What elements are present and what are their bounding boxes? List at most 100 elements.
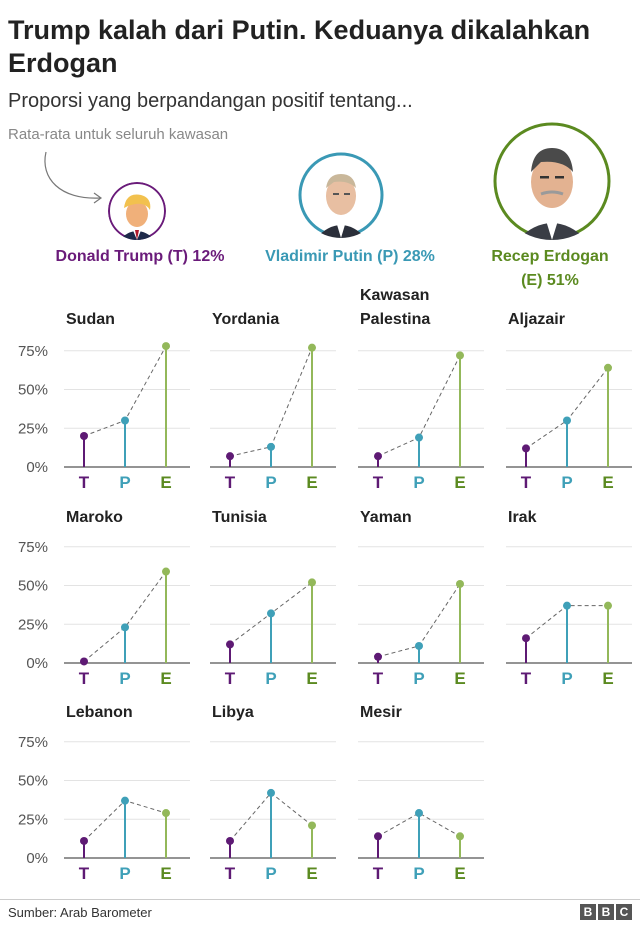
point-P	[121, 796, 129, 805]
panel-title: Lebanon	[66, 704, 133, 721]
panel-title: Kawasan	[360, 287, 429, 304]
x-tick-label: P	[119, 669, 130, 688]
bbc-logo-letter: B	[580, 904, 596, 920]
x-tick-label: E	[602, 669, 613, 688]
point-E	[456, 832, 464, 841]
point-P	[121, 623, 129, 632]
point-E	[162, 809, 170, 818]
x-tick-label: E	[160, 473, 171, 492]
point-E	[162, 567, 170, 576]
x-tick-label: T	[79, 473, 90, 492]
y-tick-label: 25%	[18, 420, 48, 437]
x-tick-label: E	[454, 669, 465, 688]
panel-title: Mesir	[360, 704, 402, 721]
x-tick-label: T	[373, 669, 384, 688]
panel-title: Libya	[212, 704, 254, 721]
point-P	[415, 809, 423, 818]
trend-line	[83, 571, 167, 662]
panel-title: Tunisia	[212, 509, 267, 526]
x-tick-label: E	[306, 669, 317, 688]
y-tick-label: 0%	[26, 459, 48, 476]
point-P	[563, 416, 571, 425]
panel-title: Aljazair	[508, 311, 565, 328]
point-T	[80, 657, 88, 666]
curved-arrow-icon	[44, 151, 103, 204]
footer-divider	[0, 899, 640, 900]
point-E	[456, 351, 464, 360]
x-tick-label: T	[521, 473, 532, 492]
point-P	[415, 641, 423, 650]
x-tick-label: E	[306, 473, 317, 492]
bbc-logo-letter: C	[616, 904, 632, 920]
x-tick-label: T	[225, 864, 236, 883]
x-tick-label: P	[413, 473, 424, 492]
bbc-logo: B B C	[580, 904, 632, 920]
point-P	[267, 788, 275, 797]
y-tick-label: 50%	[18, 773, 48, 790]
source-note: Sumber: Arab Barometer	[8, 905, 152, 920]
point-E	[308, 821, 316, 830]
x-tick-label: P	[561, 669, 572, 688]
point-E	[308, 343, 316, 352]
y-tick-label: 25%	[18, 811, 48, 828]
chart-subtitle: Proporsi yang berpandangan positif tenta…	[8, 90, 413, 112]
y-tick-label: 50%	[18, 578, 48, 595]
y-tick-label: 75%	[18, 539, 48, 556]
point-T	[80, 432, 88, 440]
point-E	[604, 601, 612, 610]
trend-line	[229, 347, 313, 457]
point-P	[121, 416, 129, 425]
point-E	[456, 579, 464, 588]
point-P	[563, 601, 571, 610]
point-T	[374, 652, 382, 661]
x-tick-label: P	[413, 864, 424, 883]
x-tick-label: T	[373, 473, 384, 492]
point-P	[267, 609, 275, 618]
trend-line	[377, 812, 461, 837]
x-tick-label: T	[225, 669, 236, 688]
erdogan-avatar	[493, 122, 611, 240]
x-tick-label: E	[160, 669, 171, 688]
x-tick-label: E	[306, 864, 317, 883]
y-tick-label: 25%	[18, 616, 48, 633]
erdogan-label-line2: (E) 51%	[521, 272, 579, 289]
x-tick-label: T	[79, 669, 90, 688]
x-tick-label: E	[454, 473, 465, 492]
point-T	[226, 452, 234, 461]
putin-label: Vladimir Putin (P) 28%	[265, 248, 435, 265]
trump-label: Donald Trump (T) 12%	[55, 248, 225, 265]
x-tick-label: P	[265, 864, 276, 883]
point-T	[374, 452, 382, 461]
erdogan-label-line1: Recep Erdogan	[491, 248, 609, 265]
panel-title: Maroko	[66, 509, 123, 526]
point-P	[267, 442, 275, 451]
x-tick-label: P	[561, 473, 572, 492]
y-tick-label: 0%	[26, 850, 48, 867]
x-tick-label: E	[602, 473, 613, 492]
x-tick-label: T	[521, 669, 532, 688]
x-tick-label: P	[119, 473, 130, 492]
putin-avatar	[298, 152, 384, 238]
point-E	[162, 342, 170, 351]
x-tick-label: E	[160, 864, 171, 883]
panel-title: Sudan	[66, 311, 115, 328]
x-tick-label: P	[265, 669, 276, 688]
panel-title: Irak	[508, 509, 537, 526]
point-T	[226, 640, 234, 649]
x-tick-label: E	[454, 864, 465, 883]
panel-title: Palestina	[360, 311, 430, 328]
x-tick-label: P	[265, 473, 276, 492]
point-T	[226, 836, 234, 845]
point-T	[374, 832, 382, 841]
x-tick-label: P	[119, 864, 130, 883]
point-E	[604, 363, 612, 372]
bbc-logo-letter: B	[598, 904, 614, 920]
y-tick-label: 0%	[26, 655, 48, 672]
x-tick-label: T	[373, 864, 384, 883]
trump-avatar	[108, 182, 166, 240]
point-T	[80, 836, 88, 845]
panel-title: Yordania	[212, 311, 279, 328]
x-tick-label: T	[225, 473, 236, 492]
y-tick-label: 75%	[18, 343, 48, 360]
